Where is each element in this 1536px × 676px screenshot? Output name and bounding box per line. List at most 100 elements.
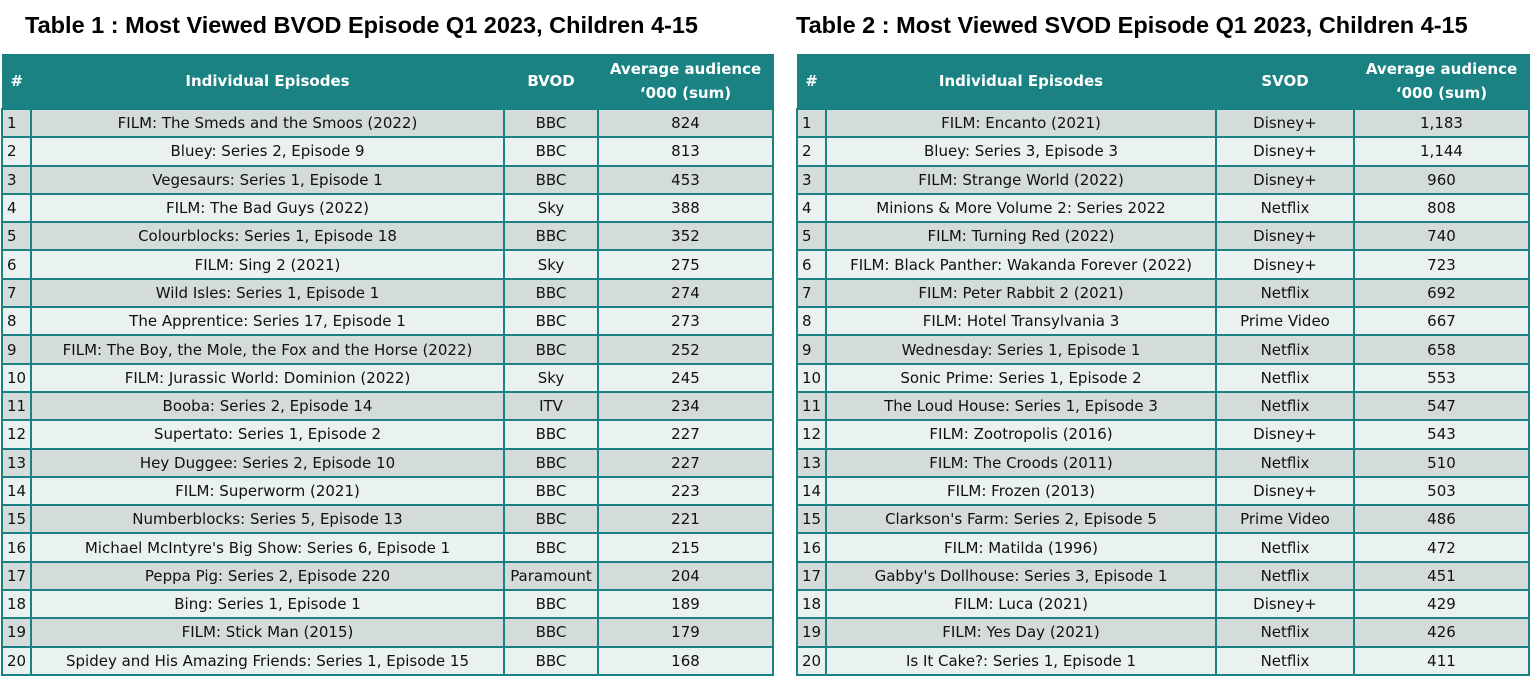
episode-cell: FILM: The Smeds and the Smoos (2022) [30, 107, 505, 139]
table-row: 3 FILM: Strange World (2022) Disney+ 960 [796, 164, 1530, 195]
service-cell: BBC [503, 334, 599, 365]
rank-cell: 3 [1, 164, 32, 195]
audience-cell: 227 [597, 419, 774, 450]
rank-cell: 7 [796, 277, 827, 309]
audience-cell: 221 [597, 504, 774, 535]
table-row: 19 FILM: Yes Day (2021) Netflix 426 [796, 617, 1530, 648]
audience-cell: 740 [1353, 221, 1530, 252]
episode-cell: Numberblocks: Series 5, Episode 13 [30, 504, 505, 535]
audience-cell: 472 [1353, 532, 1530, 563]
table-row: 4 FILM: The Bad Guys (2022) Sky 388 [1, 192, 774, 224]
audience-cell: 204 [597, 560, 774, 592]
episode-cell: FILM: Superworm (2021) [30, 475, 505, 507]
table-row: 3 Vegesaurs: Series 1, Episode 1 BBC 453 [1, 164, 774, 195]
table-row: 15 Numberblocks: Series 5, Episode 13 BBC 2… [1, 504, 774, 535]
table-row: 20 Is It Cake?: Series 1, Episode 1 Netfli… [796, 645, 1530, 676]
episode-cell: FILM: Encanto (2021) [825, 107, 1217, 139]
episode-cell: FILM: Matilda (1996) [825, 532, 1217, 563]
audience-cell: 692 [1353, 277, 1530, 309]
rank-cell: 13 [1, 447, 32, 478]
audience-cell: 215 [597, 532, 774, 563]
episode-cell: The Apprentice: Series 17, Episode 1 [30, 306, 505, 337]
service-cell: Netflix [1215, 277, 1355, 309]
episode-cell: FILM: The Bad Guys (2022) [30, 192, 505, 224]
service-cell: Disney+ [1215, 475, 1355, 507]
table-row: 7 FILM: Peter Rabbit 2 (2021) Netflix 692 [796, 277, 1530, 309]
service-cell: Sky [503, 249, 599, 280]
rank-cell: 1 [1, 107, 32, 139]
episode-cell: Bing: Series 1, Episode 1 [30, 589, 505, 620]
rank-cell: 13 [796, 447, 827, 478]
rank-cell: 16 [796, 532, 827, 563]
rank-cell: 9 [1, 334, 32, 365]
table-row: 10 FILM: Jurassic World: Dominion (2022) S… [1, 362, 774, 393]
table-row: 11 The Loud House: Series 1, Episode 3 Net… [796, 390, 1530, 422]
table-row: 18 FILM: Luca (2021) Disney+ 429 [796, 589, 1530, 620]
table-row: 16 FILM: Matilda (1996) Netflix 472 [796, 532, 1530, 563]
table-row: 2 Bluey: Series 2, Episode 9 BBC 813 [1, 136, 774, 167]
table-row: 13 FILM: The Croods (2011) Netflix 510 [796, 447, 1530, 478]
table-row: 11 Booba: Series 2, Episode 14 ITV 234 [1, 390, 774, 422]
table2: # Individual Episodes SVOD Average audie… [796, 54, 1530, 676]
service-cell: BBC [503, 504, 599, 535]
audience-cell: 223 [597, 475, 774, 507]
episode-cell: Supertato: Series 1, Episode 2 [30, 419, 505, 450]
audience-cell: 667 [1353, 306, 1530, 337]
rank-cell: 6 [1, 249, 32, 280]
service-cell: BBC [503, 221, 599, 252]
table2-header-episodes: Individual Episodes [825, 54, 1217, 109]
table1-header-rank: # [1, 54, 32, 109]
service-cell: Netflix [1215, 617, 1355, 648]
rank-cell: 2 [1, 136, 32, 167]
table-row: 6 FILM: Black Panther: Wakanda Forever (2… [796, 249, 1530, 280]
episode-cell: Minions & More Volume 2: Series 2022 [825, 192, 1217, 224]
episode-cell: Wednesday: Series 1, Episode 1 [825, 334, 1217, 365]
audience-cell: 813 [597, 136, 774, 167]
service-cell: BBC [503, 532, 599, 563]
audience-cell: 960 [1353, 164, 1530, 195]
audience-cell: 553 [1353, 362, 1530, 393]
audience-cell: 429 [1353, 589, 1530, 620]
service-cell: BBC [503, 107, 599, 139]
service-cell: BBC [503, 617, 599, 648]
audience-cell: 451 [1353, 560, 1530, 592]
table-row: 7 Wild Isles: Series 1, Episode 1 BBC 274 [1, 277, 774, 309]
episode-cell: Sonic Prime: Series 1, Episode 2 [825, 362, 1217, 393]
rank-cell: 8 [796, 306, 827, 337]
episode-cell: Gabby's Dollhouse: Series 3, Episode 1 [825, 560, 1217, 592]
rank-cell: 19 [796, 617, 827, 648]
audience-cell: 352 [597, 221, 774, 252]
service-cell: Netflix [1215, 334, 1355, 365]
audience-cell: 274 [597, 277, 774, 309]
table2-header-audience: Average audience ‘000 (sum) [1353, 54, 1530, 109]
table-row: 2 Bluey: Series 3, Episode 3 Disney+ 1,144 [796, 136, 1530, 167]
episode-cell: Hey Duggee: Series 2, Episode 10 [30, 447, 505, 478]
service-cell: Netflix [1215, 645, 1355, 676]
audience-cell: 1,183 [1353, 107, 1530, 139]
table1: # Individual Episodes BVOD Average audie… [1, 54, 774, 676]
table2-body: 1 FILM: Encanto (2021) Disney+ 1,183 2 Bluey:… [796, 107, 1530, 676]
audience-cell: 503 [1353, 475, 1530, 507]
rank-cell: 19 [1, 617, 32, 648]
rank-cell: 10 [796, 362, 827, 393]
rank-cell: 3 [796, 164, 827, 195]
table-row: 5 FILM: Turning Red (2022) Disney+ 740 [796, 221, 1530, 252]
table-row: 18 Bing: Series 1, Episode 1 BBC 189 [1, 589, 774, 620]
service-cell: BBC [503, 589, 599, 620]
table-row: 1 FILM: Encanto (2021) Disney+ 1,183 [796, 107, 1530, 139]
audience-cell: 453 [597, 164, 774, 195]
service-cell: BBC [503, 447, 599, 478]
episode-cell: FILM: The Boy, the Mole, the Fox and the… [30, 334, 505, 365]
audience-cell: 245 [597, 362, 774, 393]
table-row: 20 Spidey and His Amazing Friends: Series… [1, 645, 774, 676]
episode-cell: FILM: The Croods (2011) [825, 447, 1217, 478]
rank-cell: 20 [796, 645, 827, 676]
episode-cell: FILM: Frozen (2013) [825, 475, 1217, 507]
table-row: 12 Supertato: Series 1, Episode 2 BBC 227 [1, 419, 774, 450]
table1-panel: Table 1 : Most Viewed BVOD Episode Q1 20… [1, 0, 774, 676]
service-cell: Disney+ [1215, 136, 1355, 167]
service-cell: Disney+ [1215, 164, 1355, 195]
service-cell: BBC [503, 136, 599, 167]
service-cell: Prime Video [1215, 306, 1355, 337]
table2-panel: Table 2 : Most Viewed SVOD Episode Q1 20… [796, 0, 1530, 676]
